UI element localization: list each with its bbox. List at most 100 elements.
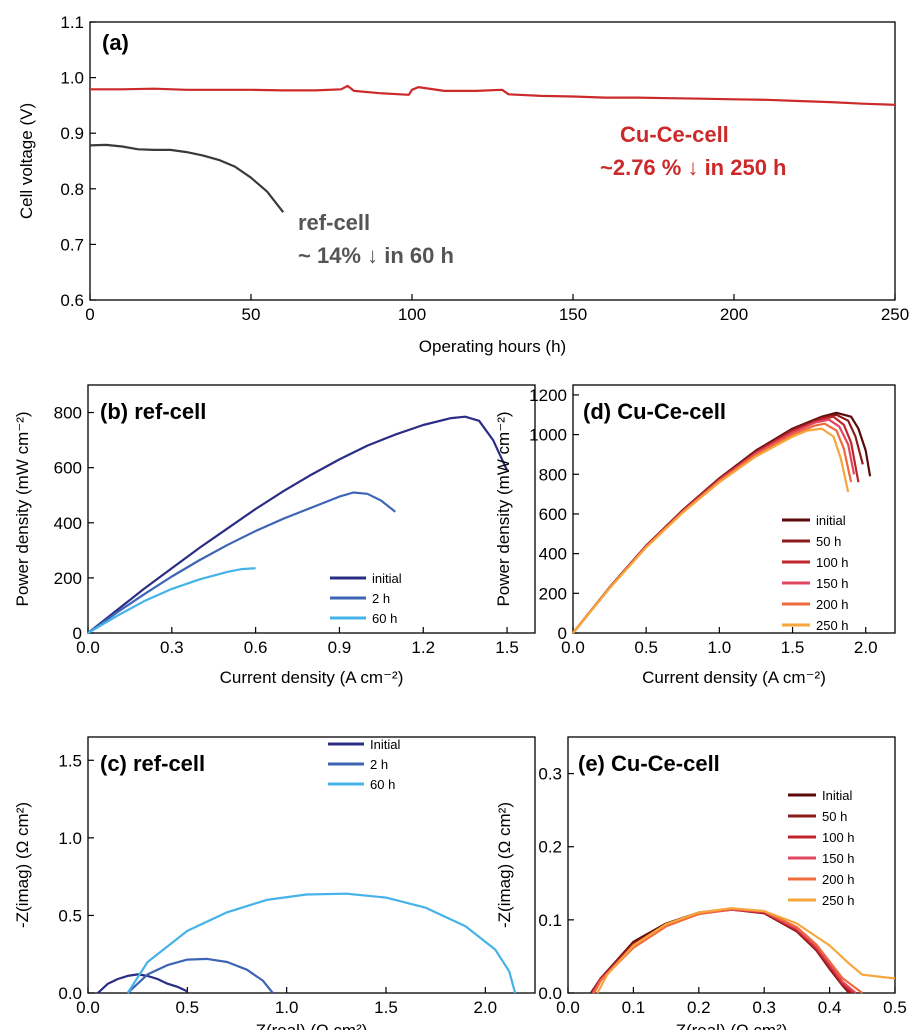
legend-label: 50 h <box>822 809 847 824</box>
y-axis-label: -Z(imag) (Ω cm²) <box>495 802 514 928</box>
panel-title: (b) ref-cell <box>100 399 206 424</box>
legend-label: 200 h <box>822 872 855 887</box>
x-tick-label: 1.0 <box>708 638 732 657</box>
y-tick-label: 400 <box>54 514 82 533</box>
y-tick-label: 0.0 <box>58 984 82 1003</box>
x-tick-label: 0.4 <box>818 998 842 1017</box>
panel-title: (c) ref-cell <box>100 751 205 776</box>
legend-label: 150 h <box>822 851 855 866</box>
x-tick-label: 0.5 <box>634 638 658 657</box>
y-tick-label: 1000 <box>529 426 567 445</box>
y-tick-label: 1.0 <box>60 69 84 88</box>
x-tick-label: 0.3 <box>160 638 184 657</box>
legend-label: Initial <box>822 788 852 803</box>
x-tick-label: 250 <box>881 305 909 324</box>
legend-label: 100 h <box>816 555 849 570</box>
legend-label: 250 h <box>816 618 849 633</box>
y-axis-label: Power density (mW cm⁻²) <box>494 411 513 606</box>
legend-label: 60 h <box>370 777 395 792</box>
x-tick-label: 0.3 <box>752 998 776 1017</box>
x-tick-label: 0.0 <box>76 638 100 657</box>
y-tick-label: 1.0 <box>58 829 82 848</box>
y-tick-label: 200 <box>539 584 567 603</box>
x-axis-label: Z(real) (Ω cm²) <box>256 1021 368 1030</box>
y-tick-label: 0.6 <box>60 291 84 310</box>
plot-frame <box>567 736 896 994</box>
x-tick-label: 200 <box>720 305 748 324</box>
series-line-150-h <box>572 418 856 634</box>
legend-label: 2 h <box>372 591 390 606</box>
series-line-60-h <box>87 567 256 634</box>
chart-panel-e: 0.0 0.1 0.2 0.3 0.4 0.5 0.0 0.1 0.2 0.3 Z(real) (Ω… <box>495 736 907 1030</box>
y-tick-label: 0.8 <box>60 180 84 199</box>
annotation-text: Cu-Ce-cell <box>620 122 729 147</box>
annotation-text: ~2.76 % ↓ in 250 h <box>600 155 786 180</box>
y-tick-label: 600 <box>54 459 82 478</box>
legend-label: 150 h <box>816 576 849 591</box>
chart-panel-a: 0 50 100 150 200 250 0.6 0.7 0.8 0.9 1.0 1.1 Operati… <box>17 13 909 356</box>
x-tick-label: 1.2 <box>411 638 435 657</box>
legend-label: initial <box>816 513 846 528</box>
chart-panel-c: 0.0 0.5 1.0 1.5 2.0 0.0 0.5 1.0 1.5 Z(real) (Ω cm… <box>13 736 536 1030</box>
x-tick-label: 50 <box>242 305 261 324</box>
series-line-200-h <box>572 422 853 634</box>
x-tick-label: 0.2 <box>687 998 711 1017</box>
series-line-2-h <box>87 491 396 634</box>
x-tick-label: 0.1 <box>622 998 646 1017</box>
x-tick-label: 2.0 <box>854 638 878 657</box>
legend-label: 100 h <box>822 830 855 845</box>
chart-panel-d: 0.0 0.5 1.0 1.5 2.0 0 200 400 600 800 1000 1200 Curr… <box>494 384 896 687</box>
x-tick-label: 0.0 <box>76 998 100 1017</box>
x-tick-label: 0.9 <box>328 638 352 657</box>
y-tick-label: 0.3 <box>538 765 562 784</box>
y-tick-label: 0.9 <box>60 124 84 143</box>
annotation-text: ~ 14% ↓ in 60 h <box>298 243 454 268</box>
series-line-250-h <box>596 907 896 994</box>
y-axis-label: Power density (mW cm⁻²) <box>13 411 32 606</box>
x-tick-label: 1.5 <box>495 638 519 657</box>
x-axis-label: Current density (A cm⁻²) <box>642 668 826 687</box>
x-tick-label: 0.0 <box>561 638 585 657</box>
series-line-0 <box>90 84 896 106</box>
y-tick-label: 200 <box>54 569 82 588</box>
plot-frame <box>572 384 896 634</box>
legend-label: 250 h <box>822 893 855 908</box>
x-tick-label: 100 <box>398 305 426 324</box>
x-axis-label: Z(real) (Ω cm²) <box>676 1021 788 1030</box>
y-axis-label: -Z(imag) (Ω cm²) <box>13 802 32 928</box>
legend-label: 60 h <box>372 611 397 626</box>
y-tick-label: 1.5 <box>58 751 82 770</box>
x-tick-label: 0.5 <box>883 998 907 1017</box>
series-line-initial <box>87 415 509 634</box>
panel-title: (d) Cu-Ce-cell <box>583 399 726 424</box>
x-tick-label: 0.5 <box>176 998 200 1017</box>
y-tick-label: 800 <box>539 465 567 484</box>
legend-label: 50 h <box>816 534 841 549</box>
x-tick-label: 150 <box>559 305 587 324</box>
legend-label: 200 h <box>816 597 849 612</box>
legend-label: Initial <box>370 737 400 752</box>
plot-frame <box>89 21 896 301</box>
series-line-250-h <box>572 427 850 634</box>
y-tick-label: 0 <box>558 624 567 643</box>
y-tick-label: 800 <box>54 404 82 423</box>
y-tick-label: 0.7 <box>60 235 84 254</box>
x-tick-label: 0.6 <box>244 638 268 657</box>
y-axis-label: Cell voltage (V) <box>17 103 36 219</box>
y-tick-label: 0 <box>73 624 82 643</box>
plot-frame <box>87 384 536 634</box>
x-tick-label: 2.0 <box>474 998 498 1017</box>
panel-title: (a) <box>102 30 129 55</box>
y-tick-label: 600 <box>539 505 567 524</box>
chart-panel-b: 0.0 0.3 0.6 0.9 1.2 1.5 0 200 400 600 800 Current d… <box>13 384 536 687</box>
series-line-initial <box>97 973 188 994</box>
x-tick-label: 1.0 <box>275 998 299 1017</box>
legend-label: initial <box>372 571 402 586</box>
y-tick-label: 1200 <box>529 386 567 405</box>
x-tick-label: 1.5 <box>781 638 805 657</box>
y-tick-label: 0.0 <box>538 984 562 1003</box>
x-tick-label: 0.0 <box>556 998 580 1017</box>
panel-title: (e) Cu-Ce-cell <box>578 751 720 776</box>
series-line-2-h <box>126 957 274 994</box>
